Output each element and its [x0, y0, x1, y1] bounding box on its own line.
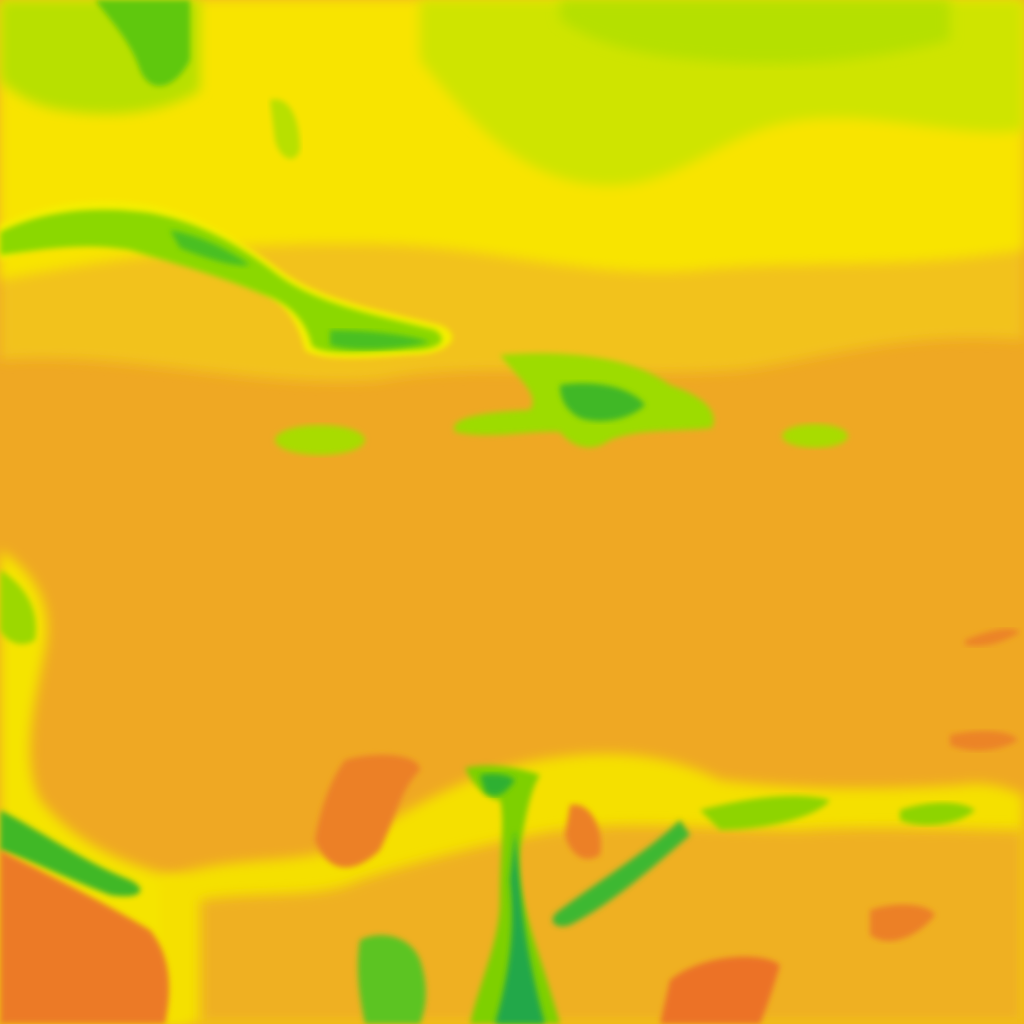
puerto-rico	[782, 424, 848, 448]
hot-area-south	[660, 956, 780, 1024]
hot-area-east	[870, 904, 935, 942]
yucatan-green	[0, 570, 36, 645]
andes-south	[357, 935, 426, 1024]
north-cool-core	[560, 0, 950, 64]
florida-green	[95, 0, 190, 87]
coast-green-east	[900, 802, 975, 826]
bahamas	[270, 99, 300, 159]
andes-core	[495, 830, 545, 1024]
andes-east	[552, 820, 690, 927]
central-america-green	[0, 810, 141, 897]
jamaica	[275, 425, 365, 455]
hot-area-valley	[565, 804, 601, 859]
cuba	[0, 209, 442, 353]
hot-area-maracaibo	[315, 754, 420, 868]
andes-peak	[480, 773, 515, 796]
hispaniola-core	[560, 383, 645, 422]
hot-area-west	[0, 850, 170, 1024]
hot-patch-sea	[950, 730, 1018, 751]
cuba-core	[170, 230, 250, 266]
hot-patch-sea-north	[965, 628, 1020, 647]
cuba-east-core	[330, 330, 430, 350]
coast-green	[700, 795, 830, 830]
